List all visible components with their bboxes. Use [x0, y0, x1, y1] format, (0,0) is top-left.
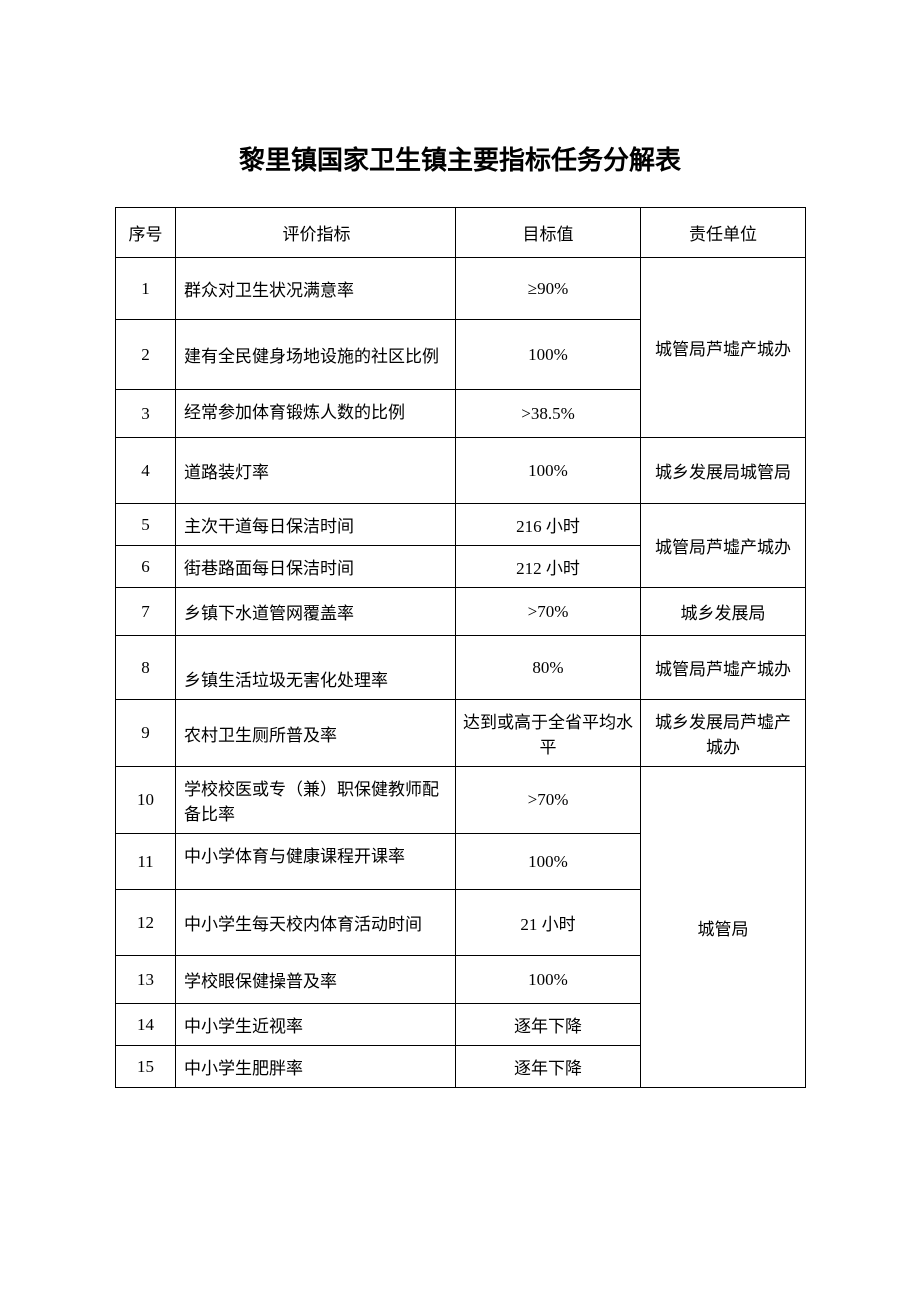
cell-target: ≥90% [456, 258, 641, 320]
cell-num: 5 [116, 504, 176, 546]
cell-num: 13 [116, 956, 176, 1004]
cell-indicator: 街巷路面每日保洁时间 [176, 546, 456, 588]
cell-num: 1 [116, 258, 176, 320]
table-row: 1 群众对卫生状况满意率 ≥90% 城管局芦墟产城办 [116, 258, 806, 320]
cell-indicator: 主次干道每日保洁时间 [176, 504, 456, 546]
header-unit: 责任单位 [641, 208, 806, 258]
cell-indicator: 群众对卫生状况满意率 [176, 258, 456, 320]
cell-target: 逐年下降 [456, 1004, 641, 1046]
table-row: 8 乡镇生活垃圾无害化处理率 80% 城管局芦墟产城办 [116, 636, 806, 700]
table-row: 5 主次干道每日保洁时间 216 小时 城管局芦墟产城办 [116, 504, 806, 546]
cell-num: 8 [116, 636, 176, 700]
cell-indicator: 中小学生每天校内体育活动时间 [176, 890, 456, 956]
cell-unit: 城乡发展局城管局 [641, 438, 806, 504]
cell-num: 10 [116, 767, 176, 834]
cell-target: 100% [456, 438, 641, 504]
cell-indicator: 学校校医或专（兼）职保健教师配备比率 [176, 767, 456, 834]
cell-num: 7 [116, 588, 176, 636]
cell-target: >70% [456, 767, 641, 834]
table-row: 4 道路装灯率 100% 城乡发展局城管局 [116, 438, 806, 504]
cell-target: 80% [456, 636, 641, 700]
table-row: 7 乡镇下水道管网覆盖率 >70% 城乡发展局 [116, 588, 806, 636]
cell-indicator: 学校眼保健操普及率 [176, 956, 456, 1004]
cell-num: 14 [116, 1004, 176, 1046]
cell-indicator: 经常参加体育锻炼人数的比例 [176, 390, 456, 438]
cell-indicator: 中小学生近视率 [176, 1004, 456, 1046]
cell-target: 100% [456, 320, 641, 390]
cell-indicator: 中小学体育与健康课程开课率 [176, 834, 456, 890]
cell-unit: 城管局芦墟产城办 [641, 636, 806, 700]
table-row: 9 农村卫生厕所普及率 达到或高于全省平均水平 城乡发展局芦墟产城办 [116, 700, 806, 767]
cell-target: 逐年下降 [456, 1046, 641, 1088]
cell-num: 6 [116, 546, 176, 588]
cell-target: >70% [456, 588, 641, 636]
cell-num: 11 [116, 834, 176, 890]
table-row: 10 学校校医或专（兼）职保健教师配备比率 >70% 城管局 [116, 767, 806, 834]
cell-indicator: 道路装灯率 [176, 438, 456, 504]
cell-target: 216 小时 [456, 504, 641, 546]
page-title: 黎里镇国家卫生镇主要指标任务分解表 [115, 140, 805, 177]
cell-num: 9 [116, 700, 176, 767]
cell-num: 4 [116, 438, 176, 504]
header-target: 目标值 [456, 208, 641, 258]
cell-unit: 城管局芦墟产城办 [641, 258, 806, 438]
cell-indicator: 中小学生肥胖率 [176, 1046, 456, 1088]
cell-target: >38.5% [456, 390, 641, 438]
header-indicator: 评价指标 [176, 208, 456, 258]
cell-num: 2 [116, 320, 176, 390]
cell-target: 100% [456, 834, 641, 890]
cell-indicator: 农村卫生厕所普及率 [176, 700, 456, 767]
cell-target: 212 小时 [456, 546, 641, 588]
cell-unit: 城乡发展局芦墟产城办 [641, 700, 806, 767]
indicator-table: 序号 评价指标 目标值 责任单位 1 群众对卫生状况满意率 ≥90% 城管局芦墟… [115, 207, 806, 1088]
cell-indicator: 乡镇生活垃圾无害化处理率 [176, 636, 456, 700]
cell-target: 达到或高于全省平均水平 [456, 700, 641, 767]
cell-target: 21 小时 [456, 890, 641, 956]
cell-num: 15 [116, 1046, 176, 1088]
cell-indicator: 建有全民健身场地设施的社区比例 [176, 320, 456, 390]
cell-unit: 城管局芦墟产城办 [641, 504, 806, 588]
table-header-row: 序号 评价指标 目标值 责任单位 [116, 208, 806, 258]
cell-unit: 城乡发展局 [641, 588, 806, 636]
cell-num: 3 [116, 390, 176, 438]
cell-target: 100% [456, 956, 641, 1004]
cell-num: 12 [116, 890, 176, 956]
cell-unit: 城管局 [641, 767, 806, 1088]
header-num: 序号 [116, 208, 176, 258]
cell-indicator: 乡镇下水道管网覆盖率 [176, 588, 456, 636]
